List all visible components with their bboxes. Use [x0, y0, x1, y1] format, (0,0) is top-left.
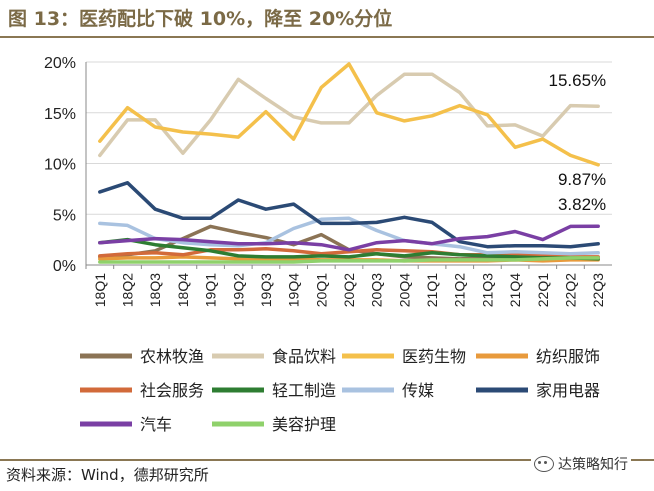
series-line-轻工制造 — [98, 237, 600, 261]
y-tick-label: 0% — [53, 258, 76, 275]
x-tick-label: 21Q2 — [452, 273, 468, 307]
series-line-医药生物 — [98, 62, 600, 167]
x-tick-label: 22Q2 — [562, 273, 578, 307]
x-axis: 18Q1 18Q2 18Q3 18Q4 19Q1 19Q2 19Q3 19Q4 20Q1 20Q2… — [85, 264, 612, 307]
x-tick-label: 20Q2 — [341, 273, 357, 307]
x-tick-label: 21Q3 — [479, 273, 495, 307]
legend-label: 美容护理 — [272, 415, 336, 434]
y-tick-label: 20% — [44, 55, 76, 72]
series-line-食品饮料 — [98, 72, 600, 158]
series-line-汽车 — [98, 224, 600, 252]
x-tick-label: 18Q1 — [92, 273, 108, 307]
x-tick-label: 21Q4 — [507, 273, 523, 307]
legend-label: 轻工制造 — [272, 381, 336, 400]
data-label: 9.87% — [558, 170, 606, 189]
annotations: 15.65% 9.87% 3.82% — [548, 71, 606, 214]
legend-label: 汽车 — [140, 415, 172, 434]
y-tick-label: 15% — [44, 106, 76, 123]
x-tick-label: 21Q1 — [424, 273, 440, 307]
title-bar: 图 13：医药配比下破 10%，降至 20%分位 — [0, 0, 654, 38]
legend-label: 社会服务 — [140, 381, 204, 400]
x-tick-label: 18Q2 — [120, 273, 136, 307]
source-note: 资料来源：Wind，德邦研究所 — [6, 466, 209, 484]
series-lines — [98, 62, 600, 264]
x-tick-label: 22Q1 — [535, 273, 551, 307]
x-tick-label: 22Q3 — [590, 273, 606, 307]
y-tick-label: 10% — [44, 157, 76, 174]
data-label: 3.82% — [558, 195, 606, 214]
x-tick-label: 19Q2 — [230, 273, 246, 307]
series-line-社会服务 — [98, 247, 600, 259]
series-line-美容护理 — [98, 256, 600, 264]
x-tick-label: 20Q3 — [369, 273, 385, 307]
x-tick-label: 19Q1 — [203, 273, 219, 307]
footer-divider — [0, 459, 654, 461]
chart-title: 图 13：医药配比下破 10%，降至 20%分位 — [8, 8, 393, 30]
x-tick-label: 20Q4 — [396, 273, 412, 307]
legend-label: 传媒 — [402, 381, 434, 400]
legend-label: 医药生物 — [402, 347, 466, 366]
x-tick-label: 20Q1 — [313, 273, 329, 307]
legend-label: 纺织服饰 — [536, 347, 600, 366]
y-axis: 0% 5% 10% 15% 20% — [44, 55, 87, 275]
x-tick-label: 19Q3 — [258, 273, 274, 307]
watermark-text: 达策略知行 — [558, 457, 628, 473]
line-chart: 0% 5% 10% 15% 20% 18Q1 18Q2 18Q3 18Q4 19Q1 19Q2 19… — [44, 55, 612, 434]
watermark: 达策略知行 — [531, 454, 631, 474]
legend-label: 农林牧渔 — [140, 347, 204, 366]
wechat-icon — [534, 456, 554, 472]
legend-label: 食品饮料 — [272, 347, 336, 366]
y-tick-label: 5% — [53, 207, 76, 224]
series-line-家用电器 — [98, 181, 600, 249]
x-tick-label: 19Q4 — [286, 273, 302, 307]
series-line-传媒 — [98, 216, 600, 256]
data-label: 15.65% — [548, 71, 606, 90]
x-tick-label: 18Q3 — [147, 273, 163, 307]
x-tick-label: 18Q4 — [175, 273, 191, 307]
legend-label: 家用电器 — [536, 381, 600, 400]
gridlines — [86, 61, 612, 266]
